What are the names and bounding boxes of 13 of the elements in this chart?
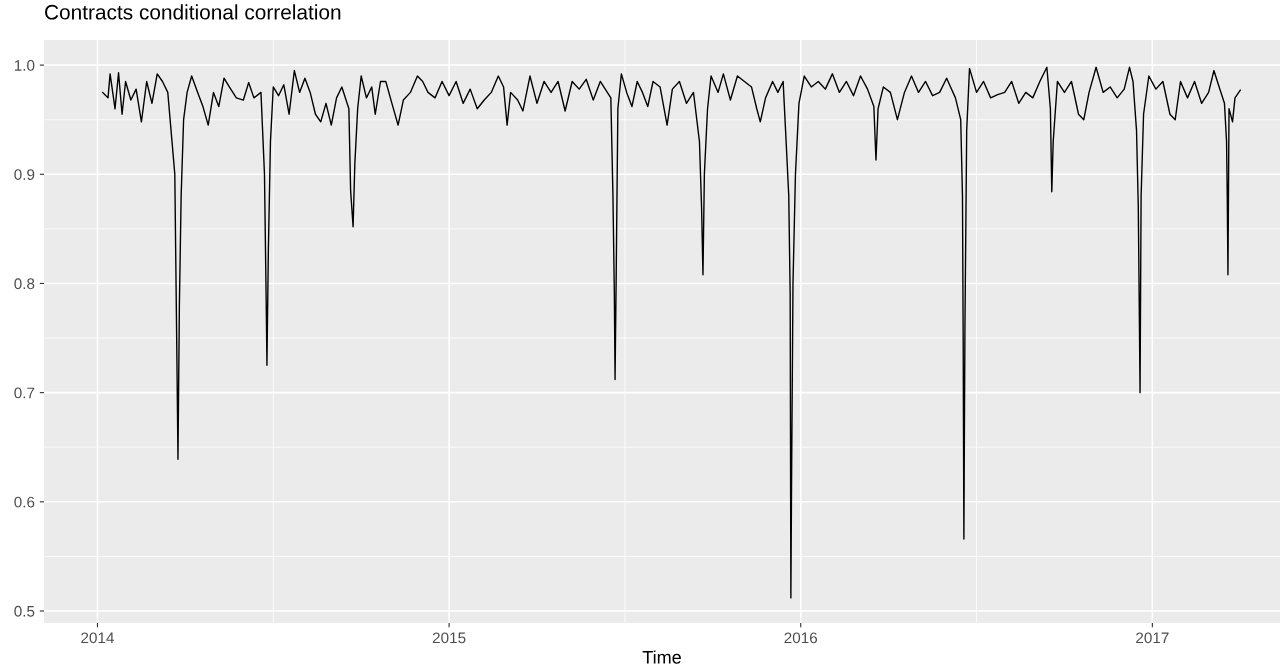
x-axis-title: Time (642, 650, 681, 664)
x-tick-label: 2016 (784, 632, 818, 644)
y-tick-label: 0.9 (14, 169, 35, 180)
y-tick-label: 0.6 (14, 496, 35, 508)
x-tick-label: 2014 (81, 632, 114, 644)
chart-title: Contracts conditional correlation (45, 4, 341, 20)
y-tick-label: 1.0 (14, 59, 35, 71)
y-tick-label: 0.8 (14, 278, 35, 290)
y-tick-label: 0.5 (14, 605, 35, 617)
x-tick-label: 2015 (432, 632, 466, 644)
x-tick-label: 2017 (1136, 632, 1169, 644)
line-series (102, 66, 1241, 599)
y-tick-label: 0.7 (14, 387, 35, 399)
